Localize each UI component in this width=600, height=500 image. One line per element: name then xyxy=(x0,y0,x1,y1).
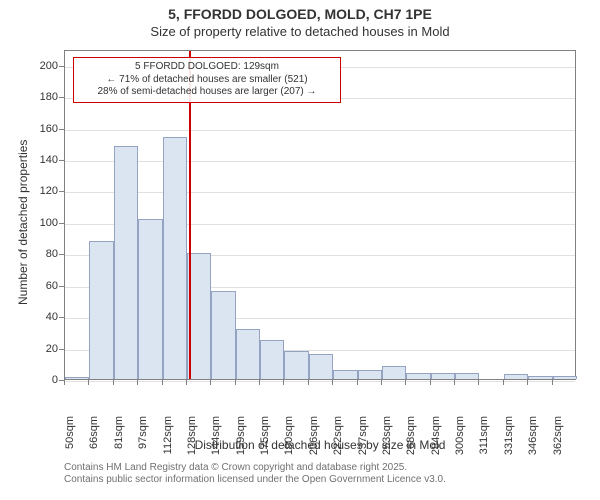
y-tick-mark xyxy=(59,254,64,255)
x-tick-label: 222sqm xyxy=(332,416,344,464)
x-tick-label: 237sqm xyxy=(357,416,369,464)
y-tick-label: 160 xyxy=(28,123,58,135)
x-tick-mark xyxy=(64,380,65,385)
y-tick-label: 200 xyxy=(28,60,58,72)
annotation-line2: ← 71% of detached houses are smaller (52… xyxy=(80,74,334,87)
x-tick-label: 144sqm xyxy=(210,416,222,464)
plot-area: 5 FFORDD DOLGOED: 129sqm ← 71% of detach… xyxy=(64,50,576,380)
x-tick-mark xyxy=(478,380,479,385)
histogram-bar xyxy=(236,329,260,379)
histogram-bar xyxy=(406,373,430,379)
y-tick-label: 80 xyxy=(28,248,58,260)
histogram-bar xyxy=(65,377,89,379)
chart-container: 5, FFORDD DOLGOED, MOLD, CH7 1PE Size of… xyxy=(0,0,600,500)
gridline-h xyxy=(65,381,575,382)
gridline-h xyxy=(65,130,575,131)
y-tick-mark xyxy=(59,286,64,287)
histogram-bar xyxy=(358,370,382,379)
y-tick-mark xyxy=(59,349,64,350)
x-tick-label: 50sqm xyxy=(64,416,76,464)
x-tick-label: 346sqm xyxy=(527,416,539,464)
histogram-bar xyxy=(114,146,138,379)
gridline-h xyxy=(65,192,575,193)
y-tick-mark xyxy=(59,317,64,318)
x-tick-label: 331sqm xyxy=(503,416,515,464)
x-tick-label: 206sqm xyxy=(308,416,320,464)
x-tick-mark xyxy=(113,380,114,385)
histogram-bar xyxy=(284,351,308,379)
y-tick-mark xyxy=(59,223,64,224)
y-tick-label: 20 xyxy=(28,343,58,355)
x-tick-mark xyxy=(527,380,528,385)
y-tick-label: 60 xyxy=(28,280,58,292)
histogram-bar xyxy=(431,373,455,379)
x-tick-mark xyxy=(259,380,260,385)
x-tick-mark xyxy=(405,380,406,385)
histogram-bar xyxy=(504,374,528,379)
y-tick-mark xyxy=(59,191,64,192)
x-tick-label: 362sqm xyxy=(552,416,564,464)
y-tick-label: 40 xyxy=(28,311,58,323)
x-tick-label: 175sqm xyxy=(259,416,271,464)
y-tick-mark xyxy=(59,129,64,130)
histogram-bar xyxy=(309,354,333,379)
x-tick-mark xyxy=(283,380,284,385)
histogram-bar xyxy=(382,366,406,379)
x-tick-label: 81sqm xyxy=(113,416,125,464)
y-tick-label: 120 xyxy=(28,185,58,197)
x-tick-mark xyxy=(235,380,236,385)
x-tick-mark xyxy=(162,380,163,385)
gridline-h xyxy=(65,161,575,162)
histogram-bar xyxy=(528,376,552,379)
y-tick-mark xyxy=(59,66,64,67)
histogram-bar xyxy=(89,241,113,379)
x-tick-mark xyxy=(381,380,382,385)
x-tick-label: 253sqm xyxy=(381,416,393,464)
x-tick-label: 112sqm xyxy=(162,416,174,464)
x-tick-label: 97sqm xyxy=(137,416,149,464)
x-tick-mark xyxy=(357,380,358,385)
y-tick-mark xyxy=(59,160,64,161)
annotation-line3: 28% of semi-detached houses are larger (… xyxy=(80,86,334,99)
histogram-bar xyxy=(211,291,235,379)
attribution: Contains HM Land Registry data © Crown c… xyxy=(64,462,576,486)
x-tick-label: 190sqm xyxy=(283,416,295,464)
x-tick-mark xyxy=(88,380,89,385)
x-tick-mark xyxy=(186,380,187,385)
x-tick-label: 311sqm xyxy=(478,416,490,464)
x-tick-label: 128sqm xyxy=(186,416,198,464)
annotation-box: 5 FFORDD DOLGOED: 129sqm ← 71% of detach… xyxy=(73,57,341,103)
attribution-line2: Contains public sector information licen… xyxy=(64,474,576,486)
y-tick-label: 100 xyxy=(28,217,58,229)
x-tick-mark xyxy=(503,380,504,385)
x-tick-label: 284sqm xyxy=(430,416,442,464)
annotation-line1: 5 FFORDD DOLGOED: 129sqm xyxy=(80,61,334,74)
x-tick-mark xyxy=(332,380,333,385)
x-tick-mark xyxy=(210,380,211,385)
chart-title: 5, FFORDD DOLGOED, MOLD, CH7 1PE xyxy=(0,6,600,22)
y-tick-label: 180 xyxy=(28,91,58,103)
y-tick-mark xyxy=(59,97,64,98)
histogram-bar xyxy=(260,340,284,379)
y-tick-label: 140 xyxy=(28,154,58,166)
histogram-bar xyxy=(138,219,162,379)
x-tick-mark xyxy=(308,380,309,385)
histogram-bar xyxy=(455,373,479,379)
histogram-bar xyxy=(333,370,357,379)
x-tick-mark xyxy=(137,380,138,385)
x-tick-mark xyxy=(552,380,553,385)
x-tick-label: 66sqm xyxy=(88,416,100,464)
x-tick-mark xyxy=(430,380,431,385)
x-tick-label: 268sqm xyxy=(405,416,417,464)
y-tick-label: 0 xyxy=(28,374,58,386)
histogram-bar xyxy=(553,376,577,379)
histogram-bar xyxy=(163,137,187,379)
x-tick-label: 300sqm xyxy=(454,416,466,464)
chart-subtitle: Size of property relative to detached ho… xyxy=(0,24,600,39)
x-tick-mark xyxy=(454,380,455,385)
x-tick-label: 159sqm xyxy=(235,416,247,464)
